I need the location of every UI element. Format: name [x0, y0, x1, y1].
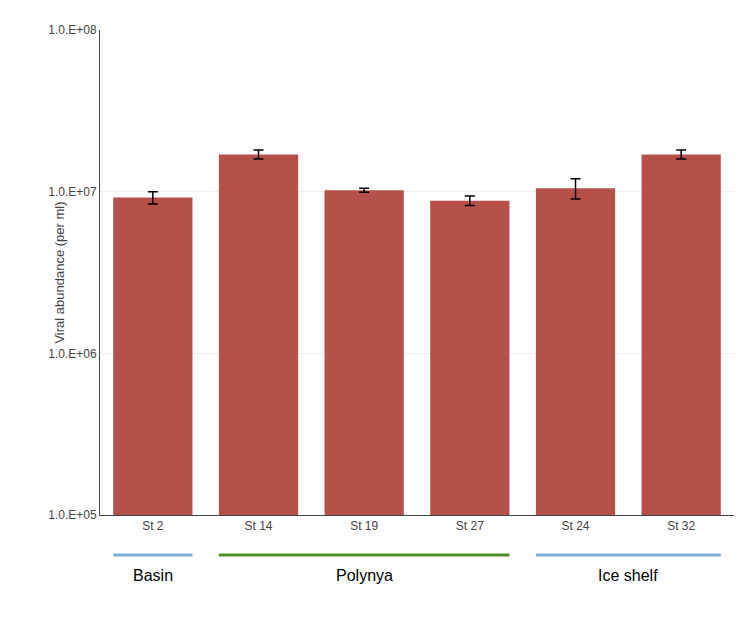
svg-text:Viral abundance (per ml): Viral abundance (per ml)	[52, 201, 67, 343]
svg-text:St 32: St 32	[667, 519, 695, 533]
svg-text:St 19: St 19	[350, 519, 378, 533]
svg-text:St 27: St 27	[456, 519, 484, 533]
svg-text:St 24: St 24	[561, 519, 589, 533]
svg-text:Basin: Basin	[133, 567, 173, 584]
svg-text:1.0.E+08: 1.0.E+08	[48, 23, 97, 37]
svg-text:Ice shelf: Ice shelf	[598, 567, 658, 584]
svg-text:1.0.E+05: 1.0.E+05	[48, 508, 97, 522]
svg-text:Polynya: Polynya	[336, 567, 393, 584]
svg-text:1.0.E+06: 1.0.E+06	[48, 347, 97, 361]
svg-text:St 14: St 14	[244, 519, 272, 533]
svg-text:St 2: St 2	[142, 519, 164, 533]
svg-text:1.0.E+07: 1.0.E+07	[48, 185, 97, 199]
